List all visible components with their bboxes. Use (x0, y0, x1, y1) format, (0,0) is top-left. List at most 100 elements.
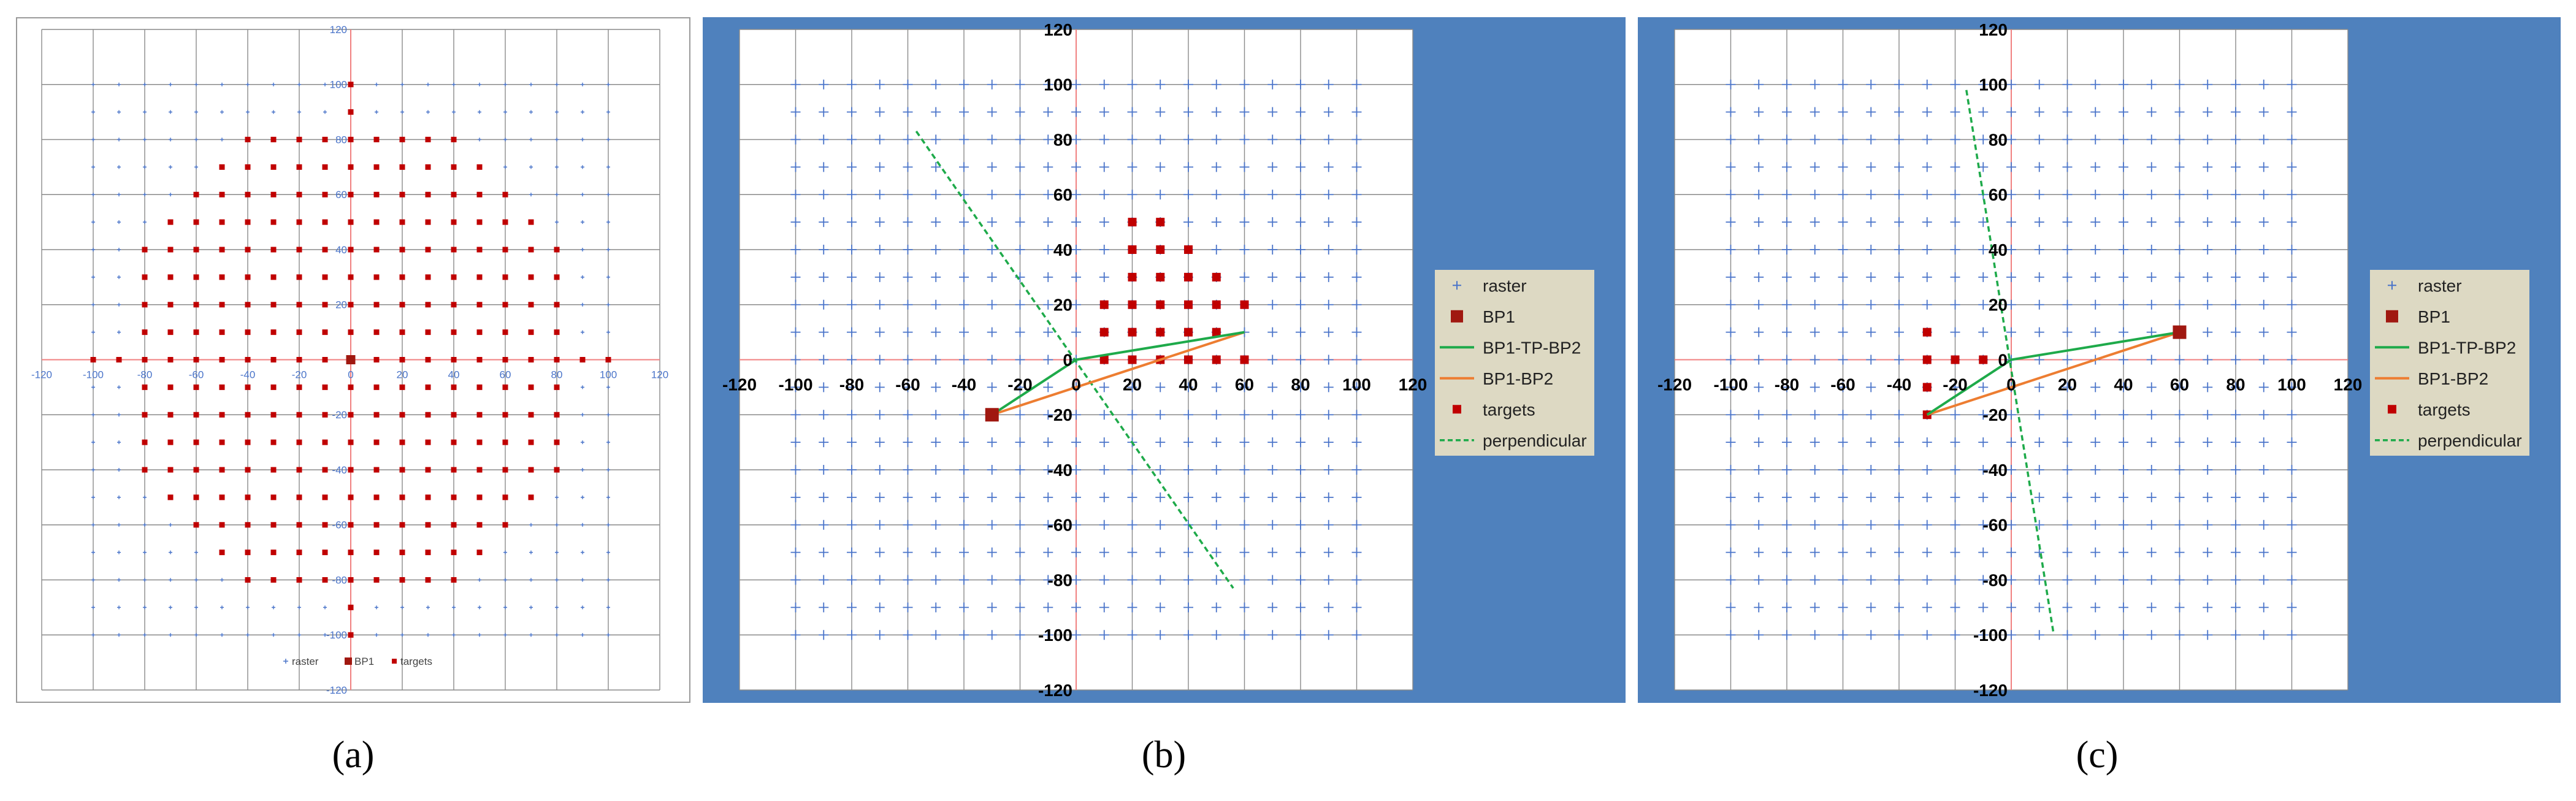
raster-point (606, 385, 610, 389)
bp1-tp-bp2-line (1926, 331, 2180, 416)
target-point (270, 219, 277, 225)
raster-point (1351, 437, 1362, 448)
raster-point (503, 110, 507, 114)
legend-label: targets (1483, 400, 1535, 419)
target-point (322, 522, 328, 528)
raster-point (555, 82, 559, 86)
bp1-tp-bp2-line (991, 331, 1245, 416)
target-point (502, 494, 508, 500)
raster-point (2203, 575, 2213, 585)
raster-point (91, 275, 95, 279)
raster-point (1866, 410, 1876, 420)
target-point (219, 164, 225, 170)
target-point (373, 357, 380, 362)
target-point (296, 494, 302, 500)
raster-point (1810, 134, 1820, 145)
x-tick-label: -80 (839, 375, 864, 394)
raster-point (1071, 190, 1081, 200)
target-point (399, 522, 405, 528)
target-point (425, 329, 431, 335)
raster-point (2062, 630, 2073, 640)
raster-point (2090, 190, 2101, 200)
target-point (605, 357, 611, 362)
raster-point (1351, 547, 1362, 558)
raster-point (1071, 272, 1081, 282)
raster-point (169, 523, 172, 527)
raster-point (2231, 382, 2241, 393)
raster-point (1922, 299, 1932, 310)
raster-point (1922, 134, 1932, 145)
raster-point (581, 385, 584, 389)
target-point (193, 274, 199, 280)
raster-point (1726, 519, 1736, 530)
raster-point (1211, 519, 1221, 530)
raster-point (606, 495, 610, 499)
raster-point (903, 547, 913, 558)
raster-point (2258, 575, 2269, 585)
raster-point (143, 523, 147, 527)
y-tick-label: -20 (332, 409, 347, 421)
raster-point (1043, 437, 1053, 448)
y-tick-label: 20 (1053, 296, 1072, 315)
raster-point (1810, 327, 1820, 337)
raster-point (1155, 602, 1166, 613)
target-point (296, 384, 302, 390)
raster-point (2034, 492, 2044, 502)
raster-point (2174, 382, 2185, 393)
raster-point (1099, 437, 1109, 448)
target-point (270, 412, 277, 418)
target-point (219, 550, 225, 556)
y-tick-label: 60 (335, 189, 347, 201)
raster-point (1838, 79, 1848, 90)
x-tick-label: 80 (1291, 375, 1310, 394)
raster-point (874, 602, 885, 613)
raster-point (1950, 575, 1960, 585)
target-point (296, 577, 302, 583)
raster-point (987, 382, 997, 393)
raster-point (2034, 355, 2044, 365)
raster-point (2146, 107, 2157, 117)
y-tick-label: 120 (330, 24, 347, 36)
target-point (399, 302, 405, 308)
raster-point (2146, 299, 2157, 310)
raster-point (959, 602, 969, 613)
x-tick-label: -120 (1657, 375, 1692, 394)
raster-point (581, 220, 584, 224)
y-tick-label: 80 (335, 134, 347, 145)
raster-point (1922, 630, 1932, 640)
raster-point (790, 547, 801, 558)
raster-point (1782, 107, 1792, 117)
raster-point (555, 193, 559, 197)
raster-point (2258, 107, 2269, 117)
raster-point (1810, 519, 1820, 530)
raster-point (2146, 327, 2157, 337)
raster-point (2287, 382, 2297, 393)
raster-point (874, 162, 885, 172)
target-point (451, 439, 457, 445)
raster-point (2203, 437, 2213, 448)
target-point (399, 219, 405, 225)
raster-point (903, 162, 913, 172)
target-point (322, 577, 328, 583)
target-point (348, 384, 354, 390)
raster-point (117, 523, 121, 527)
raster-point (874, 190, 885, 200)
raster-point (1099, 107, 1109, 117)
raster-point (2203, 547, 2213, 558)
raster-point (1267, 217, 1278, 228)
raster-point (529, 633, 533, 637)
raster-point (847, 519, 857, 530)
raster-point (581, 605, 584, 610)
raster-point (2119, 410, 2128, 420)
legend-item: BP1-TP-BP2 (2375, 338, 2516, 357)
target-point (373, 219, 380, 225)
raster-point (2119, 519, 2128, 530)
raster-point (847, 382, 857, 393)
raster-point (1183, 437, 1193, 448)
raster-point (2287, 245, 2297, 255)
raster-point (2119, 382, 2128, 393)
raster-point (220, 137, 224, 142)
raster-point (2174, 547, 2185, 558)
raster-point (297, 605, 301, 610)
raster-point (1782, 217, 1792, 228)
